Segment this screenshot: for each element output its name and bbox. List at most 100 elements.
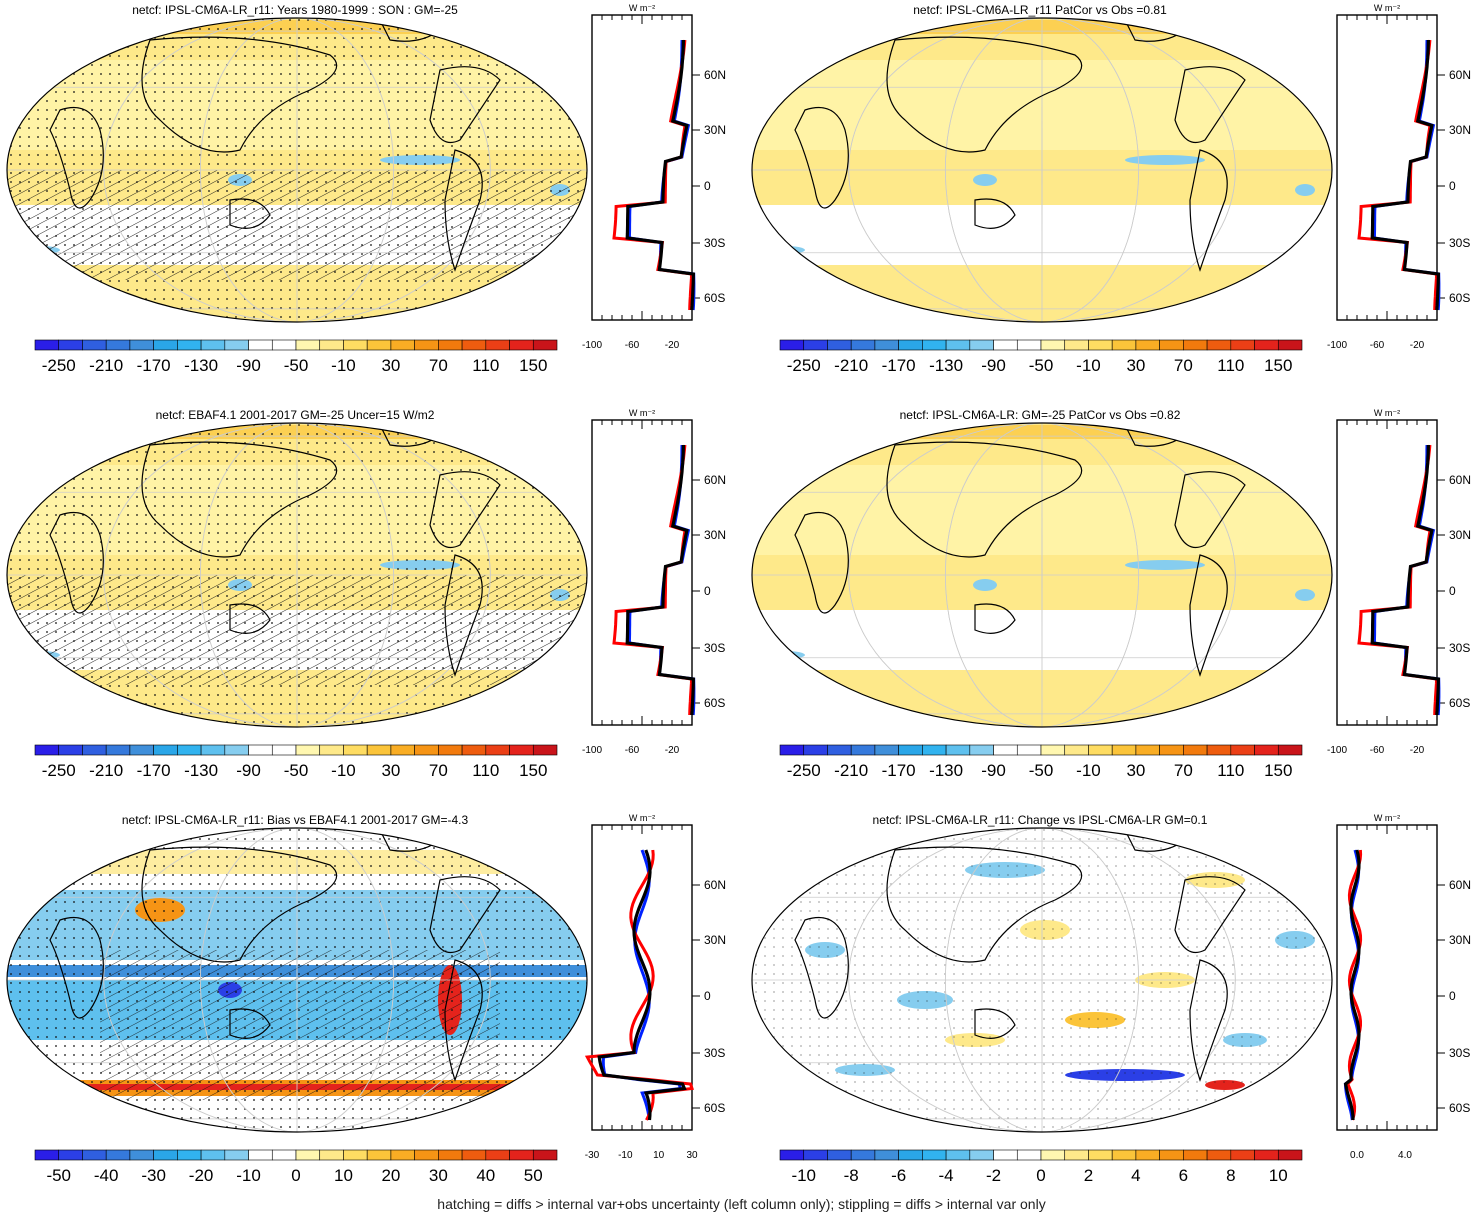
lat-tick-label: 60S xyxy=(704,291,725,305)
colorbar-tick-label: 110 xyxy=(472,356,499,375)
zonal-frame xyxy=(1336,14,1438,321)
colorbar-bin xyxy=(922,1149,947,1161)
lat-tick-label: 60N xyxy=(1449,68,1471,82)
colorbar-bin xyxy=(224,339,249,351)
colorbar-tick-label: -250 xyxy=(787,356,821,375)
colorbar-tick-label: -50 xyxy=(1029,761,1054,780)
southern-band xyxy=(752,610,1332,670)
colorbar-bin xyxy=(438,1149,463,1161)
zonal-frame xyxy=(1336,419,1438,726)
zonal-units: W m⁻² xyxy=(629,813,655,823)
lat-tick-label: 30S xyxy=(704,1046,725,1060)
colorbar-bin xyxy=(485,744,510,756)
colorbar-tick-label: -6 xyxy=(891,1166,906,1185)
colorbar-bin xyxy=(1016,744,1042,756)
colorbar-bin xyxy=(532,744,558,756)
lat-tick-label: 0 xyxy=(704,584,711,598)
colorbar-bin xyxy=(177,744,202,756)
colorbar-bin xyxy=(58,339,83,351)
stippling xyxy=(752,828,1332,1132)
colorbar-bin xyxy=(177,1149,202,1161)
lat-tick-label: 30N xyxy=(704,528,726,542)
colorbar-bin xyxy=(969,1149,994,1161)
colorbar-bin xyxy=(129,744,154,756)
colorbar-bin xyxy=(390,744,415,756)
colorbar-tick-label: -90 xyxy=(981,356,1006,375)
colorbar-tick-label: 70 xyxy=(1174,356,1193,375)
colorbar-tick-label: 0 xyxy=(291,1166,300,1185)
zonal-mean-line xyxy=(1370,444,1441,716)
lat-tick-label: 60N xyxy=(704,878,726,892)
colorbar-bin xyxy=(343,339,368,351)
colorbar-bin xyxy=(874,744,899,756)
colorbar-bin xyxy=(248,1149,273,1161)
colorbar-bin xyxy=(898,339,923,351)
colorbar-bin xyxy=(82,339,107,351)
colorbar-bin xyxy=(1254,744,1279,756)
colorbar-tick-label: -10 xyxy=(331,356,356,375)
zonal-mean-panel: W m⁻² 60N 30N 0 30S 60S -100 -60 -20 xyxy=(1327,3,1471,351)
zonal-x-tick-label: -100 xyxy=(1327,340,1347,351)
map-field xyxy=(7,423,587,727)
colorbar-bin xyxy=(153,744,178,756)
colorbar-tick-label: 150 xyxy=(1264,356,1292,375)
colorbar-bin xyxy=(1040,744,1066,756)
colorbar-tick-label: 10 xyxy=(334,1166,353,1185)
colorbar-tick-label: -90 xyxy=(236,356,261,375)
map-border xyxy=(6,827,588,1133)
zonal-x-tick-label: -60 xyxy=(625,745,640,756)
colorbar-bin xyxy=(1064,1149,1089,1161)
colorbar-tick-label: -10 xyxy=(1076,761,1101,780)
colorbar-bin xyxy=(295,1149,321,1161)
colorbar-tick-label: 30 xyxy=(429,1166,448,1185)
colorbar-bin xyxy=(779,1149,805,1161)
zonal-x-tick-label: 4.0 xyxy=(1398,1150,1412,1161)
colorbar-bin xyxy=(1277,339,1303,351)
map-panel-obs: netcf: EBAF4.1 2001-2017 GM=-25 Uncer=15… xyxy=(0,405,740,800)
colorbar-tick-label: -250 xyxy=(787,761,821,780)
zonal-x-tick-label: -20 xyxy=(665,745,680,756)
map-panel-change: netcf: IPSL-CM6A-LR_r11: Change vs IPSL-… xyxy=(745,810,1483,1205)
lat-tick-label: 0 xyxy=(1449,584,1456,598)
zonal-x-tick-label: 30 xyxy=(686,1150,698,1161)
colorbar-tick-label: 30 xyxy=(381,761,400,780)
colorbar-bin xyxy=(129,339,154,351)
zonal-x-tick-label: -10 xyxy=(618,1150,633,1161)
colorbar: -250 -210 -170 -130 -90 -50 -10 30 70 110 150 xyxy=(34,744,558,780)
colorbar-bin xyxy=(414,1149,439,1161)
colorbar-tick-label: 70 xyxy=(429,761,448,780)
colorbar-bin xyxy=(485,1149,510,1161)
colorbar-tick-label: 110 xyxy=(1217,761,1244,780)
colorbar-bin xyxy=(1088,744,1113,756)
map-title: netcf: IPSL-CM6A-LR_r11: Bias vs EBAF4.1… xyxy=(121,813,469,827)
colorbar-tick-label: -130 xyxy=(929,761,963,780)
lat-tick-label: 60S xyxy=(1449,696,1470,710)
zonal-mean-line xyxy=(625,39,696,311)
colorbar-tick-label: -40 xyxy=(94,1166,119,1185)
colorbar: -250 -210 -170 -130 -90 -50 -10 30 70 110 150 xyxy=(779,744,1303,780)
colorbar-bin xyxy=(993,1149,1018,1161)
colorbar-tick-label: 70 xyxy=(429,356,448,375)
colorbar-tick-label: -50 xyxy=(1029,356,1054,375)
colorbar-bin xyxy=(438,339,463,351)
colorbar-bin xyxy=(1183,744,1208,756)
colorbar-tick-label: -10 xyxy=(236,1166,261,1185)
lat-tick-label: 60N xyxy=(1449,878,1471,892)
lat-tick-label: 30N xyxy=(1449,528,1471,542)
colorbar-bin xyxy=(1206,339,1232,351)
map-title: netcf: IPSL-CM6A-LR_r11 PatCor vs Obs =0… xyxy=(913,3,1167,17)
colorbar-tick-label: -250 xyxy=(42,761,76,780)
colorbar-tick-label: -90 xyxy=(236,761,261,780)
colorbar-tick-label: 6 xyxy=(1179,1166,1188,1185)
colorbar-bin xyxy=(1206,1149,1232,1161)
zonal-x-tick-label: -20 xyxy=(1410,745,1425,756)
zonal-x-tick-label: 0.0 xyxy=(1350,1150,1364,1161)
colorbar-bin xyxy=(438,744,463,756)
colorbar-bin xyxy=(1183,339,1208,351)
map-svg: -250 -210 -170 -130 -90 -50 -10 30 70 110 150 W m⁻²… xyxy=(6,408,726,780)
map-svg: -250 -210 -170 -130 -90 -50 -10 30 70 110 150 W m⁻²… xyxy=(6,3,726,375)
colorbar-bin xyxy=(200,339,226,351)
colorbar-bin xyxy=(874,1149,899,1161)
zonal-x-tick-label: -30 xyxy=(585,1150,600,1161)
colorbar-bin xyxy=(922,339,947,351)
